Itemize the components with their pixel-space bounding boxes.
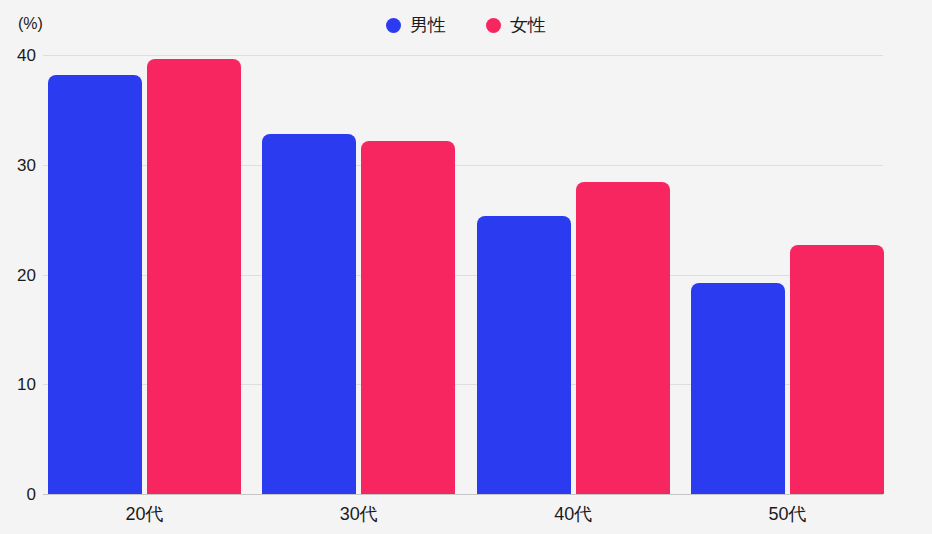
x-axis-label-30代: 30代 bbox=[340, 502, 378, 526]
legend-item-male: 男性 bbox=[386, 13, 446, 37]
bar-female-20代 bbox=[147, 59, 241, 494]
gridline-y-0 bbox=[43, 494, 883, 495]
bar-female-40代 bbox=[576, 182, 670, 494]
y-tick-label-10: 10 bbox=[0, 376, 36, 393]
x-axis-label-40代: 40代 bbox=[554, 502, 592, 526]
x-axis-label-50代: 50代 bbox=[768, 502, 806, 526]
bar-female-50代 bbox=[790, 245, 884, 494]
chart-legend: 男性 女性 bbox=[0, 13, 932, 37]
legend-label-female: 女性 bbox=[510, 13, 546, 37]
legend-label-male: 男性 bbox=[410, 13, 446, 37]
legend-dot-female-icon bbox=[486, 18, 501, 33]
bar-male-30代 bbox=[262, 134, 356, 494]
bar-male-20代 bbox=[48, 75, 142, 494]
bar-male-50代 bbox=[691, 283, 785, 494]
bar-chart: (%) 男性 女性 40302010020代30代40代50代 bbox=[0, 0, 932, 534]
bar-female-30代 bbox=[361, 141, 455, 494]
gridline-y-40 bbox=[43, 55, 883, 56]
bar-male-40代 bbox=[477, 216, 571, 494]
y-tick-label-20: 20 bbox=[0, 266, 36, 283]
y-tick-label-0: 0 bbox=[0, 486, 36, 503]
legend-item-female: 女性 bbox=[486, 13, 546, 37]
y-tick-label-30: 30 bbox=[0, 156, 36, 173]
x-axis-label-20代: 20代 bbox=[125, 502, 163, 526]
legend-dot-male-icon bbox=[386, 18, 401, 33]
y-tick-label-40: 40 bbox=[0, 47, 36, 64]
